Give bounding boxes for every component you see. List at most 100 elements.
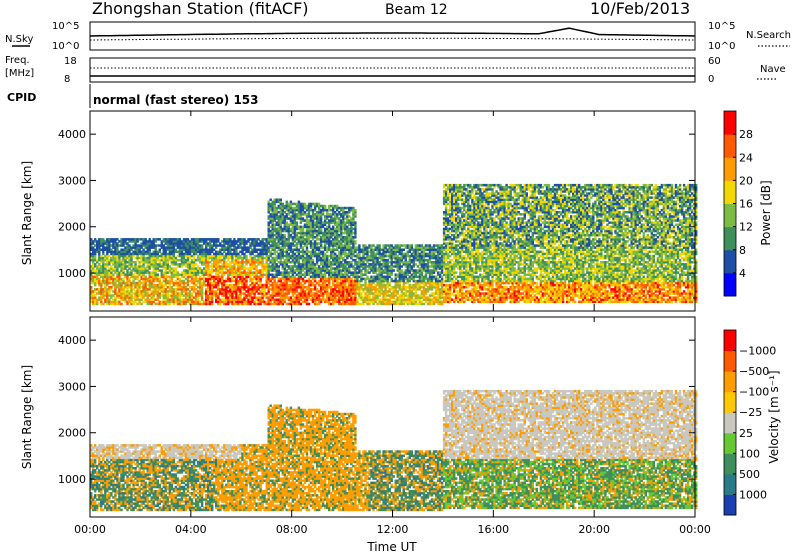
heatmap-cell bbox=[394, 275, 397, 279]
heatmap-cell bbox=[285, 208, 288, 212]
heatmap-cell bbox=[261, 292, 264, 295]
heatmap-cell bbox=[338, 281, 341, 285]
heatmap-cell bbox=[239, 238, 242, 241]
heatmap-cell bbox=[420, 290, 424, 293]
heatmap-cell bbox=[170, 256, 174, 260]
heatmap-cell bbox=[291, 261, 295, 264]
heatmap-cell bbox=[279, 215, 282, 218]
heatmap-cell bbox=[277, 231, 280, 235]
heatmap-cell bbox=[142, 240, 145, 243]
heatmap-cell bbox=[388, 288, 391, 291]
heatmap-cell bbox=[116, 244, 119, 247]
heatmap-cell bbox=[237, 238, 240, 241]
heatmap-cell bbox=[132, 267, 135, 270]
heatmap-cell bbox=[190, 258, 194, 262]
heatmap-cell bbox=[136, 246, 139, 249]
heatmap-cell bbox=[394, 248, 397, 251]
heatmap-cell bbox=[307, 288, 311, 291]
heatmap-cell bbox=[311, 244, 315, 247]
heatmap-cell bbox=[200, 246, 204, 249]
heatmap-cell bbox=[209, 288, 212, 291]
heatmap-cell bbox=[219, 281, 222, 285]
heatmap-cell bbox=[162, 300, 165, 304]
heatmap-cell bbox=[313, 296, 317, 299]
heatmap-cell bbox=[178, 238, 182, 241]
heatmap-cell bbox=[301, 267, 305, 270]
heatmap-cell bbox=[287, 213, 290, 216]
heatmap-cell bbox=[271, 244, 274, 247]
heatmap-cell bbox=[130, 298, 133, 301]
heatmap-cell bbox=[257, 256, 260, 260]
heatmap-cell bbox=[251, 288, 254, 291]
heatmap-cell bbox=[154, 298, 157, 301]
heatmap-cell bbox=[160, 275, 163, 279]
heatmap-cell bbox=[326, 300, 329, 304]
heatmap-cell bbox=[372, 298, 375, 301]
heatmap-cell bbox=[219, 290, 222, 293]
heatmap-cell bbox=[299, 294, 303, 297]
heatmap-cell bbox=[192, 242, 196, 245]
heatmap-cell bbox=[221, 240, 224, 243]
heatmap-cell bbox=[231, 248, 234, 251]
heatmap-cell bbox=[188, 261, 192, 264]
heatmap-cell bbox=[192, 288, 196, 291]
heatmap-cell bbox=[259, 277, 262, 281]
heatmap-cell bbox=[366, 302, 369, 306]
heatmap-cell bbox=[301, 208, 305, 212]
heatmap-cell bbox=[321, 231, 325, 235]
heatmap-cell bbox=[297, 292, 301, 295]
heatmap-cell bbox=[215, 296, 218, 299]
heatmap-cell bbox=[311, 275, 315, 279]
heatmap-cell bbox=[205, 240, 208, 243]
heatmap-cell bbox=[257, 248, 260, 251]
heatmap-cell bbox=[140, 238, 143, 241]
heatmap-cell bbox=[239, 279, 242, 283]
heatmap-cell bbox=[277, 248, 280, 251]
heatmap-cell bbox=[245, 240, 248, 243]
heatmap-cell bbox=[299, 254, 303, 258]
heatmap-cell bbox=[354, 275, 357, 279]
heatmap-cell bbox=[192, 275, 196, 279]
heatmap-cell bbox=[118, 271, 121, 274]
heatmap-cell bbox=[307, 294, 311, 297]
heatmap-cell bbox=[394, 263, 397, 266]
heatmap-cell bbox=[180, 302, 184, 306]
heatmap-cell bbox=[352, 236, 355, 239]
heatmap-cell bbox=[285, 302, 288, 306]
heatmap-cell bbox=[275, 236, 278, 239]
heatmap-cell bbox=[303, 300, 307, 304]
heatmap-cell bbox=[352, 208, 355, 212]
heatmap-cell bbox=[148, 242, 151, 245]
heatmap-cell bbox=[305, 208, 309, 212]
heatmap-cell bbox=[225, 238, 228, 241]
heatmap-cell bbox=[207, 279, 210, 283]
heatmap-cell bbox=[251, 242, 254, 245]
heatmap-cell bbox=[178, 244, 182, 247]
heatmap-cell bbox=[303, 233, 307, 237]
heatmap-cell bbox=[269, 283, 272, 287]
heatmap-cell bbox=[217, 244, 220, 247]
heatmap-cell bbox=[253, 256, 256, 260]
heatmap-cell bbox=[205, 250, 208, 254]
heatmap-cell bbox=[263, 290, 266, 293]
heatmap-cell bbox=[380, 254, 383, 258]
heatmap-cell bbox=[154, 258, 157, 262]
heatmap-cell bbox=[196, 294, 200, 297]
heatmap-cell bbox=[301, 213, 305, 216]
heatmap-cell bbox=[209, 248, 212, 251]
heatmap-cell bbox=[303, 273, 307, 276]
heatmap-cell bbox=[311, 254, 315, 258]
heatmap-cell bbox=[332, 277, 335, 281]
heatmap-cell bbox=[338, 263, 341, 266]
heatmap-cell bbox=[313, 248, 317, 251]
heatmap-cell bbox=[340, 296, 343, 299]
heatmap-cell bbox=[166, 300, 169, 304]
heatmap-cell bbox=[307, 221, 311, 224]
heatmap-cell bbox=[344, 240, 347, 243]
heatmap-cell bbox=[176, 240, 180, 243]
heatmap-cell bbox=[263, 238, 266, 241]
heatmap-cell bbox=[96, 273, 99, 276]
heatmap-cell bbox=[366, 248, 369, 251]
heatmap-cell bbox=[186, 263, 190, 266]
